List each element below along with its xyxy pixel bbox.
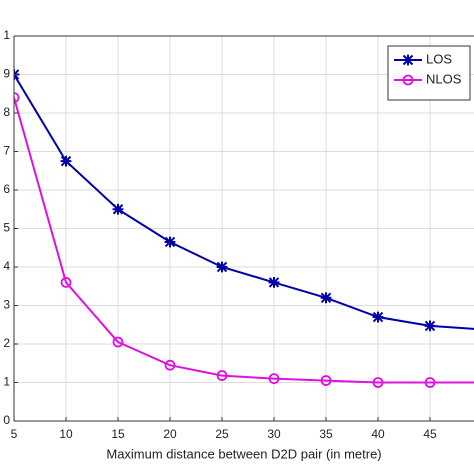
x-tick-label: 5 bbox=[11, 427, 18, 441]
marker bbox=[164, 359, 176, 371]
x-tick-label: 45 bbox=[423, 427, 437, 441]
marker bbox=[112, 203, 124, 215]
x-tick-label: 10 bbox=[59, 427, 73, 441]
x-tick-label: 30 bbox=[267, 427, 281, 441]
x-tick-label: 15 bbox=[111, 427, 125, 441]
y-tick-label: 4 bbox=[3, 259, 10, 273]
y-tick-label: 6 bbox=[3, 182, 10, 196]
legend: LOS NLOS bbox=[387, 45, 471, 101]
series-line bbox=[14, 97, 474, 384]
marker bbox=[320, 292, 332, 304]
marker bbox=[216, 261, 228, 273]
marker bbox=[164, 236, 176, 248]
y-tick-label: 1 bbox=[3, 28, 10, 42]
y-tick-label: 2 bbox=[3, 336, 10, 350]
marker bbox=[14, 92, 20, 103]
marker bbox=[268, 373, 280, 385]
marker bbox=[112, 336, 124, 348]
x-tick-label: 40 bbox=[371, 427, 385, 441]
y-tick-label: 8 bbox=[3, 105, 10, 119]
x-axis-label: Maximum distance between D2D pair (in me… bbox=[106, 446, 381, 461]
marker bbox=[320, 375, 332, 386]
marker bbox=[402, 54, 414, 66]
y-tick-label: 9 bbox=[3, 67, 10, 81]
y-tick-label: 5 bbox=[3, 221, 10, 235]
y-tick-label: 0 bbox=[3, 413, 10, 427]
x-tick-label: 20 bbox=[163, 427, 177, 441]
marker bbox=[268, 277, 280, 288]
y-tick-label: 7 bbox=[3, 144, 10, 158]
marker bbox=[216, 370, 228, 381]
marker bbox=[402, 74, 414, 86]
x-tick-label: 25 bbox=[215, 427, 229, 441]
plot bbox=[14, 69, 474, 388]
series-line bbox=[14, 73, 474, 330]
legend-box bbox=[387, 45, 471, 101]
marker bbox=[372, 377, 384, 388]
marker bbox=[60, 276, 72, 288]
marker bbox=[60, 155, 72, 167]
y-tick-label: 1 bbox=[3, 375, 10, 389]
marker bbox=[424, 320, 436, 332]
legend-label: NLOS bbox=[426, 71, 462, 86]
legend-label: LOS bbox=[426, 51, 452, 66]
marker bbox=[424, 377, 436, 388]
marker bbox=[372, 311, 384, 323]
y-tick-label: 3 bbox=[3, 298, 10, 312]
x-tick-label: 35 bbox=[319, 427, 333, 441]
